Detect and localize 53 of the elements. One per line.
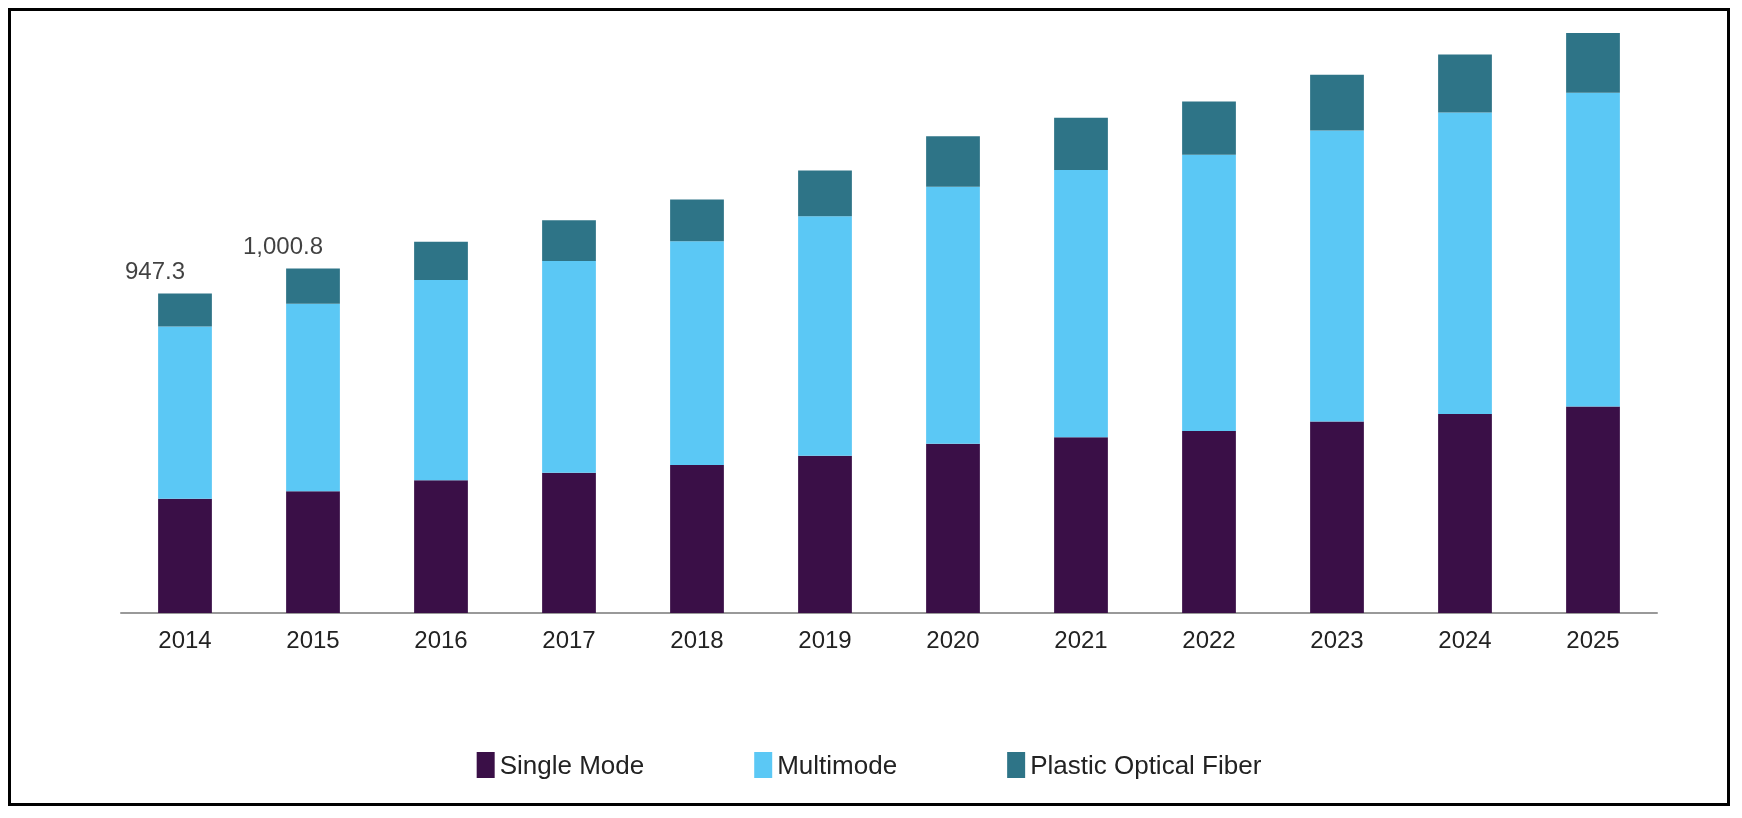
- bar: [414, 241, 468, 281]
- bar: [1438, 414, 1492, 613]
- bar: [670, 465, 724, 613]
- legend-label: Plastic Optical Fiber: [1030, 750, 1262, 780]
- bar: [1310, 130, 1364, 422]
- bar: [1182, 154, 1236, 431]
- x-tick-label: 2021: [1054, 625, 1108, 653]
- x-tick-label: 2016: [414, 625, 468, 653]
- bar: [542, 260, 596, 473]
- x-tick-label: 2019: [798, 625, 852, 653]
- bar: [926, 186, 980, 444]
- bar: [542, 220, 596, 261]
- bar: [670, 241, 724, 466]
- bar: [1438, 54, 1492, 113]
- annotation: 947.3: [124, 256, 186, 284]
- bar: [798, 216, 852, 456]
- bar: [542, 472, 596, 613]
- bar: [1054, 117, 1108, 170]
- bar: [414, 480, 468, 613]
- bar: [1310, 421, 1364, 613]
- bar: [670, 199, 724, 242]
- x-tick-label: 2024: [1438, 625, 1492, 653]
- legend-label: Single Mode: [499, 750, 645, 780]
- annotation: 1,000.8: [242, 231, 324, 259]
- bar: [1182, 101, 1236, 155]
- bar: [286, 268, 340, 304]
- bar: [926, 136, 980, 187]
- x-tick-label: 2014: [158, 625, 212, 653]
- bar: [158, 326, 212, 499]
- bar: [1566, 406, 1620, 613]
- bar: [1566, 33, 1620, 93]
- bar: [1438, 112, 1492, 415]
- legend-label: Multimode: [777, 750, 898, 780]
- bar: [286, 303, 340, 492]
- bar: [798, 455, 852, 613]
- x-tick-label: 2017: [542, 625, 596, 653]
- bar: [1054, 169, 1108, 438]
- bar: [1054, 437, 1108, 613]
- x-tick-label: 2022: [1182, 625, 1236, 653]
- bar: [1566, 92, 1620, 407]
- bar: [158, 498, 212, 613]
- bar: [286, 491, 340, 613]
- bar: [1310, 74, 1364, 131]
- bar: [414, 280, 468, 481]
- x-tick-label: 2020: [926, 625, 980, 653]
- x-tick-label: 2015: [286, 625, 340, 653]
- x-tick-label: 2018: [670, 625, 724, 653]
- x-tick-label: 2023: [1310, 625, 1364, 653]
- bar: [798, 170, 852, 217]
- bar: [1182, 430, 1236, 613]
- x-tick-label: 2025: [1566, 625, 1620, 653]
- bar: [926, 443, 980, 613]
- bar: [158, 293, 212, 327]
